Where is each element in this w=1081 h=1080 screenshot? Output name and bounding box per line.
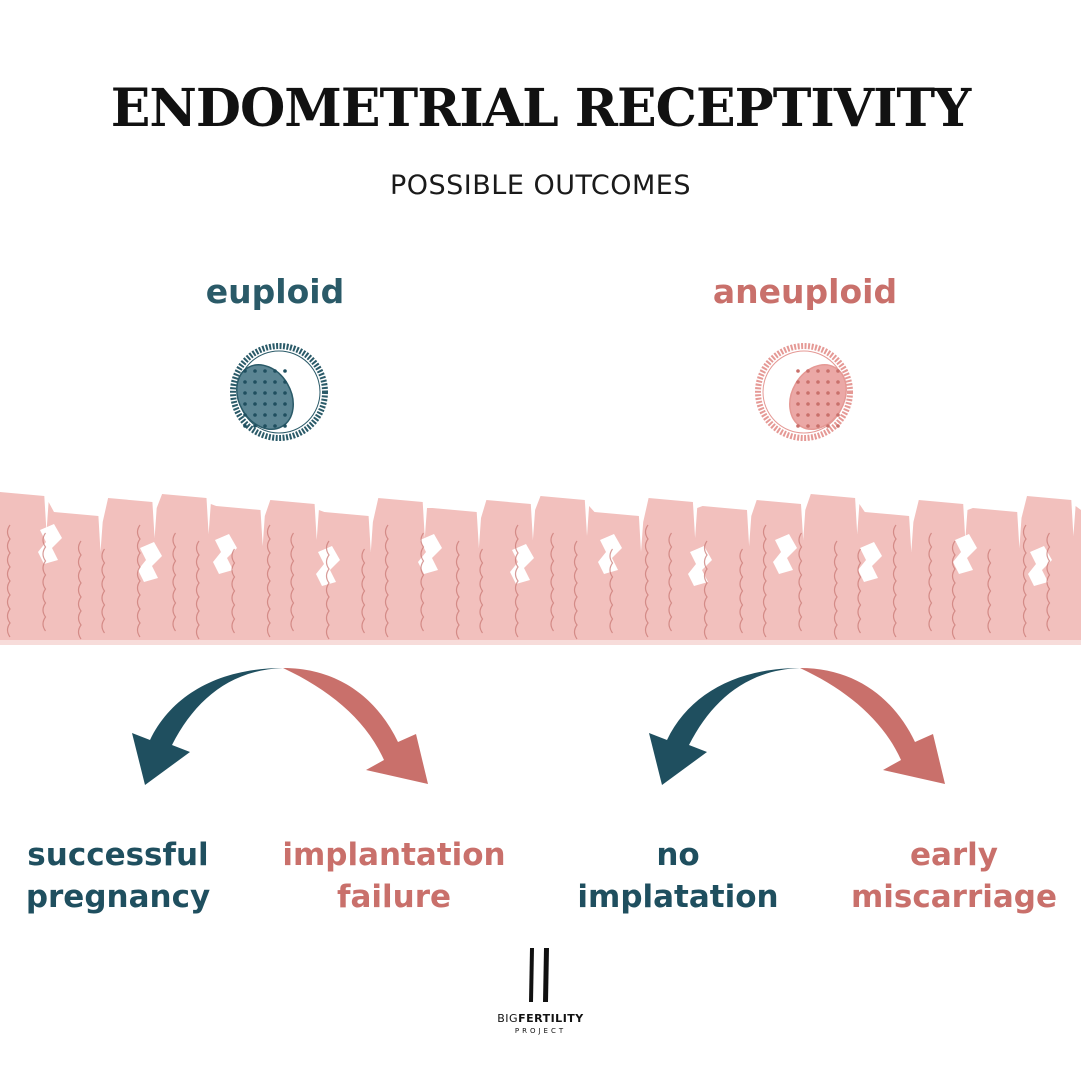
- aneuploid-embryo-icon: [755, 343, 853, 441]
- outcome-line: miscarriage: [850, 879, 1057, 915]
- outcome-line: no: [656, 837, 700, 873]
- endometrium-tissue: [0, 492, 1081, 645]
- outcome-line: early: [909, 837, 999, 873]
- arrow-implantation-failure: [283, 668, 428, 784]
- outcome-line: failure: [336, 879, 452, 915]
- blood-vessels: [6, 524, 1051, 640]
- logo-name-bold: FERTILITY: [518, 1012, 584, 1025]
- outcome-no-implantation: no implatation: [538, 834, 818, 918]
- euploid-embryo-icon: [230, 343, 328, 441]
- page-title: ENDOMETRIAL RECEPTIVITY: [110, 78, 971, 139]
- logo-wordmark: BIGFERTILITY: [0, 1012, 1081, 1025]
- outcome-line: pregnancy: [25, 879, 211, 915]
- big-fertility-logo-icon: [529, 948, 549, 1002]
- arrow-no-implantation: [649, 668, 800, 785]
- outcome-line: implatation: [577, 879, 779, 915]
- page-subtitle: POSSIBLE OUTCOMES: [389, 170, 691, 201]
- arrow-successful-pregnancy: [132, 668, 283, 785]
- logo-name-light: BIG: [497, 1012, 519, 1025]
- outcome-line: successful: [27, 837, 209, 873]
- outcome-implantation-failure: implantation failure: [254, 834, 534, 918]
- arrow-early-miscarriage: [800, 668, 945, 784]
- euploid-label: euploid: [205, 272, 345, 311]
- aneuploid-label: aneuploid: [712, 272, 898, 311]
- outcome-successful-pregnancy: successful pregnancy: [0, 834, 258, 918]
- logo-subtext: PROJECT: [514, 1027, 567, 1035]
- outcome-line: implantation: [282, 837, 506, 873]
- outcome-early-miscarriage: early miscarriage: [814, 834, 1081, 918]
